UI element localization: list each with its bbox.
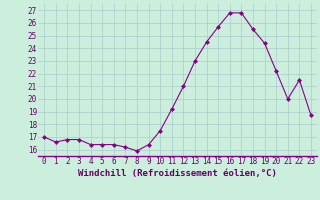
X-axis label: Windchill (Refroidissement éolien,°C): Windchill (Refroidissement éolien,°C) (78, 169, 277, 178)
